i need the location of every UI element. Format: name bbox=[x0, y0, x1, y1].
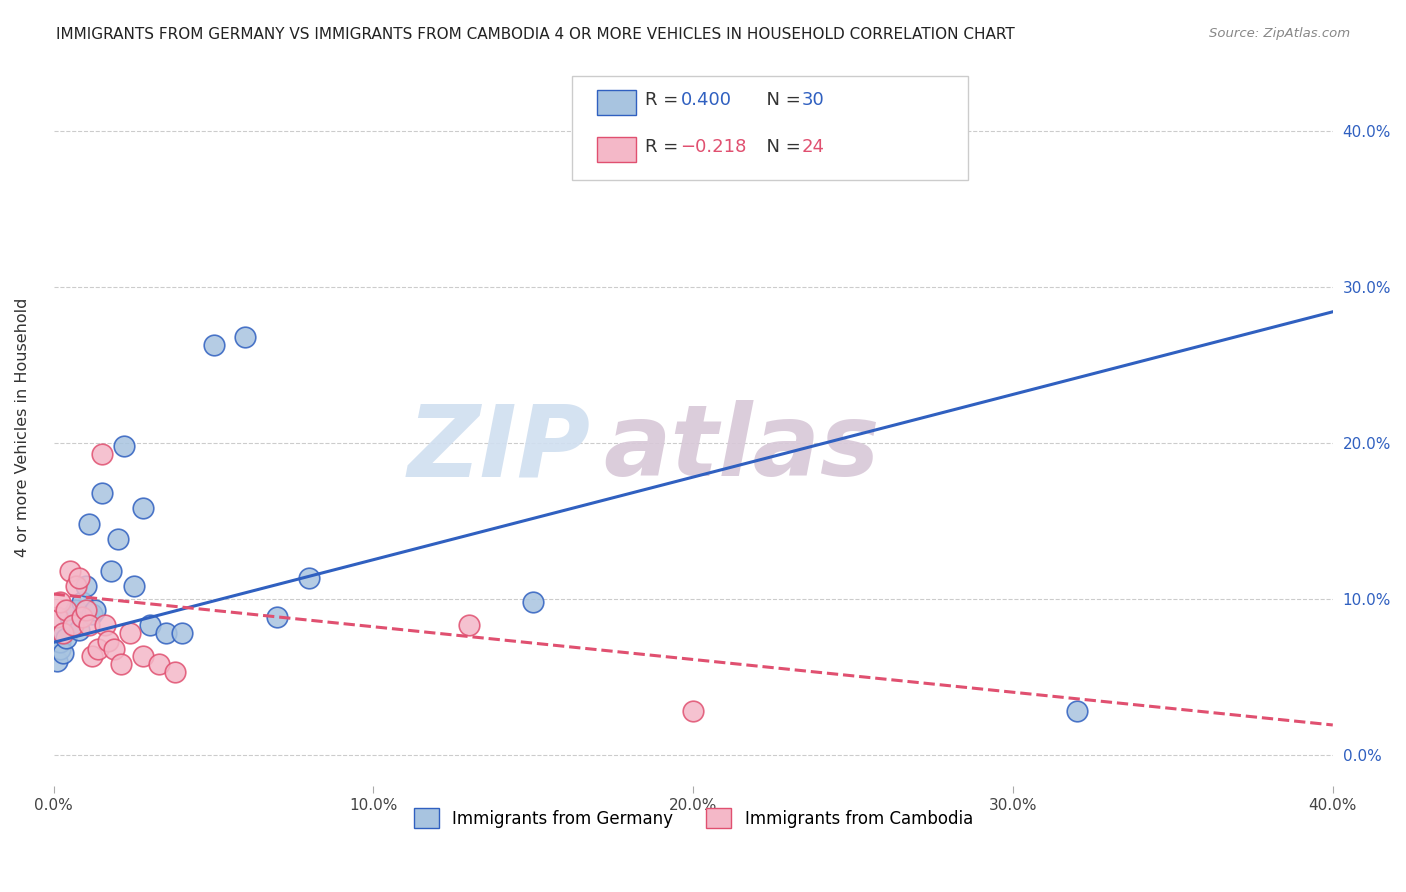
Text: ZIP: ZIP bbox=[408, 401, 591, 497]
Point bbox=[202, 337, 225, 351]
Point bbox=[107, 533, 129, 547]
Point bbox=[97, 633, 120, 648]
Bar bbox=[598, 90, 636, 115]
Point bbox=[59, 610, 82, 624]
Point bbox=[266, 610, 288, 624]
Point bbox=[62, 618, 84, 632]
Point bbox=[65, 579, 87, 593]
Point bbox=[122, 579, 145, 593]
Point bbox=[75, 579, 97, 593]
Text: N =: N = bbox=[755, 138, 806, 156]
Point bbox=[72, 595, 94, 609]
Point bbox=[45, 610, 67, 624]
Point bbox=[120, 626, 142, 640]
Text: 30: 30 bbox=[801, 92, 825, 110]
Point bbox=[87, 641, 110, 656]
Point bbox=[55, 602, 77, 616]
Point bbox=[80, 649, 103, 664]
Point bbox=[112, 439, 135, 453]
Point bbox=[67, 571, 90, 585]
Point bbox=[62, 615, 84, 629]
Text: atlas: atlas bbox=[603, 401, 880, 497]
FancyBboxPatch shape bbox=[572, 76, 969, 179]
Point bbox=[90, 485, 112, 500]
Text: Source: ZipAtlas.com: Source: ZipAtlas.com bbox=[1209, 27, 1350, 40]
Point bbox=[138, 618, 160, 632]
Point bbox=[1066, 704, 1088, 718]
Point bbox=[75, 602, 97, 616]
Point bbox=[110, 657, 132, 672]
Point bbox=[49, 635, 72, 649]
Point bbox=[49, 641, 72, 656]
Point bbox=[80, 607, 103, 622]
Point bbox=[170, 626, 193, 640]
Y-axis label: 4 or more Vehicles in Household: 4 or more Vehicles in Household bbox=[15, 297, 30, 557]
Point bbox=[49, 595, 72, 609]
Point bbox=[682, 704, 704, 718]
Point bbox=[65, 602, 87, 616]
Point bbox=[59, 564, 82, 578]
Point bbox=[55, 631, 77, 645]
Point bbox=[298, 571, 321, 585]
Point bbox=[103, 641, 125, 656]
Text: N =: N = bbox=[755, 92, 806, 110]
Point bbox=[235, 329, 257, 343]
Legend: Immigrants from Germany, Immigrants from Cambodia: Immigrants from Germany, Immigrants from… bbox=[406, 801, 980, 835]
Point bbox=[522, 595, 544, 609]
Point bbox=[94, 618, 117, 632]
Point bbox=[72, 610, 94, 624]
Point bbox=[45, 654, 67, 668]
Point bbox=[67, 623, 90, 637]
Point bbox=[165, 665, 187, 679]
Point bbox=[52, 626, 75, 640]
Text: R =: R = bbox=[644, 92, 683, 110]
Point bbox=[458, 618, 481, 632]
Text: R =: R = bbox=[644, 138, 683, 156]
Point bbox=[77, 516, 100, 531]
Bar bbox=[598, 136, 636, 161]
Point bbox=[84, 602, 107, 616]
Text: −0.218: −0.218 bbox=[681, 138, 747, 156]
Text: IMMIGRANTS FROM GERMANY VS IMMIGRANTS FROM CAMBODIA 4 OR MORE VEHICLES IN HOUSEH: IMMIGRANTS FROM GERMANY VS IMMIGRANTS FR… bbox=[56, 27, 1015, 42]
Point bbox=[52, 626, 75, 640]
Point bbox=[77, 618, 100, 632]
Point bbox=[52, 646, 75, 660]
Point bbox=[148, 657, 170, 672]
Point bbox=[132, 501, 155, 516]
Text: 0.400: 0.400 bbox=[681, 92, 731, 110]
Point bbox=[100, 564, 122, 578]
Point bbox=[155, 626, 177, 640]
Point bbox=[132, 649, 155, 664]
Text: 24: 24 bbox=[801, 138, 825, 156]
Point bbox=[90, 447, 112, 461]
